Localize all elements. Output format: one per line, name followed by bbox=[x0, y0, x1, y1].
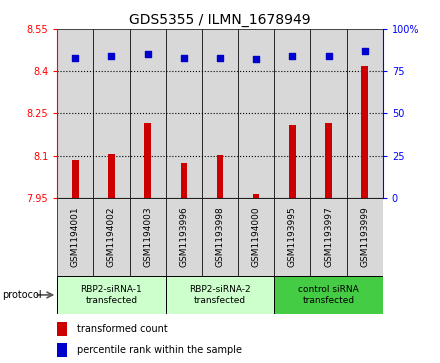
Text: GSM1193997: GSM1193997 bbox=[324, 207, 333, 267]
Bar bbox=[325, 123, 332, 198]
Bar bbox=[289, 125, 296, 198]
Bar bbox=[238, 198, 274, 276]
Text: GSM1193995: GSM1193995 bbox=[288, 207, 297, 267]
Bar bbox=[72, 160, 79, 198]
Bar bbox=[311, 29, 347, 198]
Point bbox=[108, 53, 115, 59]
Bar bbox=[57, 29, 93, 198]
Bar bbox=[57, 343, 67, 357]
Bar bbox=[57, 198, 93, 276]
Bar bbox=[129, 198, 166, 276]
Text: transformed count: transformed count bbox=[77, 324, 168, 334]
Bar bbox=[166, 276, 274, 314]
Bar bbox=[361, 66, 368, 198]
Point bbox=[253, 57, 260, 62]
Text: percentile rank within the sample: percentile rank within the sample bbox=[77, 345, 242, 355]
Point bbox=[289, 53, 296, 59]
Text: GSM1193996: GSM1193996 bbox=[180, 207, 188, 267]
Point bbox=[325, 53, 332, 59]
Bar bbox=[144, 123, 151, 198]
Point bbox=[216, 55, 224, 61]
Text: RBP2-siRNA-1
transfected: RBP2-siRNA-1 transfected bbox=[81, 285, 143, 305]
Bar bbox=[180, 163, 187, 198]
Bar bbox=[202, 29, 238, 198]
Text: protocol: protocol bbox=[2, 290, 42, 300]
Bar bbox=[347, 198, 383, 276]
Point bbox=[180, 55, 187, 61]
Bar bbox=[108, 154, 115, 198]
Text: GSM1193999: GSM1193999 bbox=[360, 207, 369, 267]
Bar bbox=[238, 29, 274, 198]
Title: GDS5355 / ILMN_1678949: GDS5355 / ILMN_1678949 bbox=[129, 13, 311, 26]
Text: RBP2-siRNA-2
transfected: RBP2-siRNA-2 transfected bbox=[189, 285, 251, 305]
Bar bbox=[166, 198, 202, 276]
Text: GSM1194001: GSM1194001 bbox=[71, 207, 80, 267]
Bar bbox=[57, 322, 67, 337]
Bar bbox=[57, 276, 166, 314]
Bar bbox=[166, 29, 202, 198]
Bar bbox=[129, 29, 166, 198]
Text: GSM1194000: GSM1194000 bbox=[252, 207, 260, 267]
Bar bbox=[274, 198, 311, 276]
Bar bbox=[202, 198, 238, 276]
Bar bbox=[311, 198, 347, 276]
Point bbox=[72, 55, 79, 61]
Bar bbox=[347, 29, 383, 198]
Bar bbox=[217, 155, 223, 198]
Bar bbox=[274, 29, 311, 198]
Bar bbox=[93, 198, 129, 276]
Text: GSM1194003: GSM1194003 bbox=[143, 207, 152, 267]
Bar bbox=[274, 276, 383, 314]
Text: GSM1193998: GSM1193998 bbox=[216, 207, 224, 267]
Bar bbox=[253, 193, 260, 198]
Point bbox=[361, 48, 368, 54]
Text: control siRNA
transfected: control siRNA transfected bbox=[298, 285, 359, 305]
Point bbox=[144, 52, 151, 57]
Text: GSM1194002: GSM1194002 bbox=[107, 207, 116, 267]
Bar bbox=[93, 29, 129, 198]
